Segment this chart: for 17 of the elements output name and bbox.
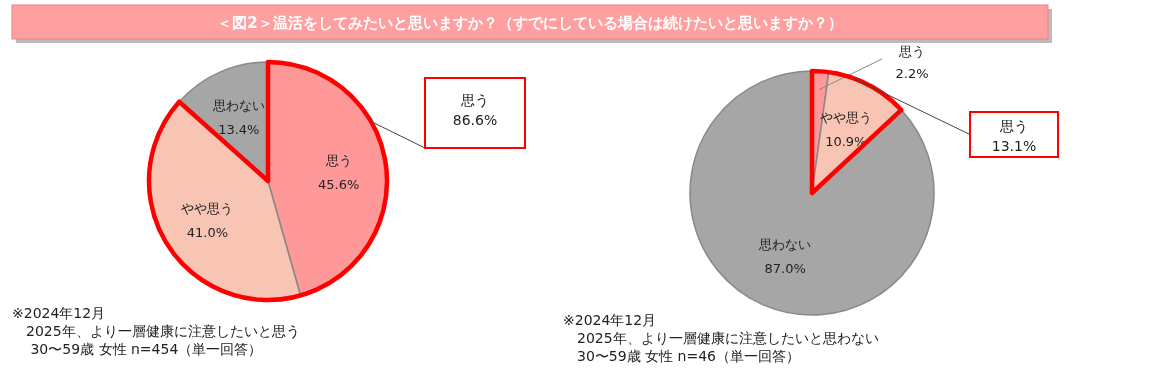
data-label: 13.4% <box>218 121 260 137</box>
data-label: 87.0% <box>764 260 806 276</box>
data-label: 2.2% <box>895 66 929 81</box>
text: ※2024年12月 2025年、より一層健康に注意したいと思わない 30〜59歳 女性 n=46（単一回答） <box>563 312 879 364</box>
data-label: 45.6% <box>318 177 360 193</box>
data-label: 41.0% <box>186 224 229 240</box>
slice-label: やや思う <box>181 200 234 216</box>
text: ※2024年12月 2025年、より一層健康に注意したいと思う 30〜59歳 女性 n=454（単一回答） <box>12 305 300 357</box>
slice-label: 思う <box>898 44 925 59</box>
pie-slice <box>689 70 935 316</box>
text: 思う 86.6% <box>452 92 498 128</box>
slice-label: 思う <box>324 153 352 169</box>
slice-label: やや思う <box>819 110 872 126</box>
text: 思う 13.1% <box>991 118 1037 154</box>
slice-label: 思わない <box>211 97 265 113</box>
text: ＜図2＞温活をしてみたいと思いますか？（すでにしている場合は続けたいと思いますか？） <box>217 14 843 32</box>
slice-label: 思わない <box>758 236 812 252</box>
